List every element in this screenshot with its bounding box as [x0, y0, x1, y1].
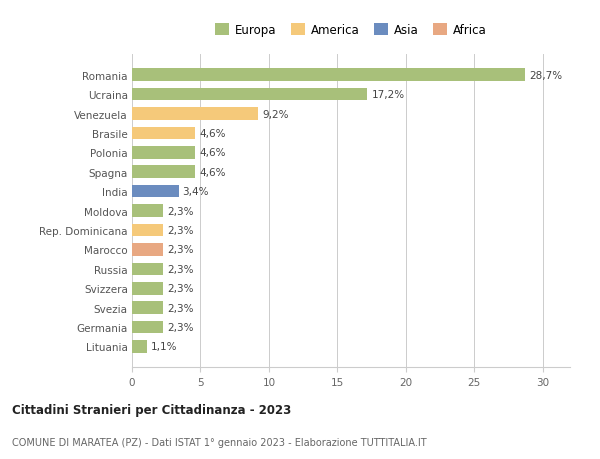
Bar [132, 321, 163, 334]
Bar [132, 127, 195, 140]
Bar [132, 89, 367, 101]
Legend: Europa, America, Asia, Africa: Europa, America, Asia, Africa [212, 20, 490, 40]
Text: 28,7%: 28,7% [529, 71, 562, 80]
Bar [132, 166, 195, 179]
Bar [132, 224, 163, 237]
Bar [132, 69, 525, 82]
Text: 2,3%: 2,3% [167, 245, 194, 255]
Text: 2,3%: 2,3% [167, 206, 194, 216]
Text: 3,4%: 3,4% [182, 187, 209, 197]
Text: 17,2%: 17,2% [371, 90, 404, 100]
Text: Cittadini Stranieri per Cittadinanza - 2023: Cittadini Stranieri per Cittadinanza - 2… [12, 403, 291, 416]
Text: 2,3%: 2,3% [167, 322, 194, 332]
Bar [132, 282, 163, 295]
Bar [132, 263, 163, 275]
Bar [132, 205, 163, 218]
Bar [132, 185, 179, 198]
Text: COMUNE DI MARATEA (PZ) - Dati ISTAT 1° gennaio 2023 - Elaborazione TUTTITALIA.IT: COMUNE DI MARATEA (PZ) - Dati ISTAT 1° g… [12, 437, 427, 447]
Text: 2,3%: 2,3% [167, 264, 194, 274]
Bar [132, 244, 163, 256]
Bar [132, 108, 258, 121]
Bar [132, 341, 147, 353]
Text: 1,1%: 1,1% [151, 342, 178, 352]
Text: 9,2%: 9,2% [262, 109, 289, 119]
Text: 2,3%: 2,3% [167, 303, 194, 313]
Bar [132, 147, 195, 159]
Text: 2,3%: 2,3% [167, 225, 194, 235]
Text: 4,6%: 4,6% [199, 148, 226, 158]
Bar [132, 302, 163, 314]
Text: 4,6%: 4,6% [199, 168, 226, 177]
Text: 2,3%: 2,3% [167, 284, 194, 294]
Text: 4,6%: 4,6% [199, 129, 226, 139]
